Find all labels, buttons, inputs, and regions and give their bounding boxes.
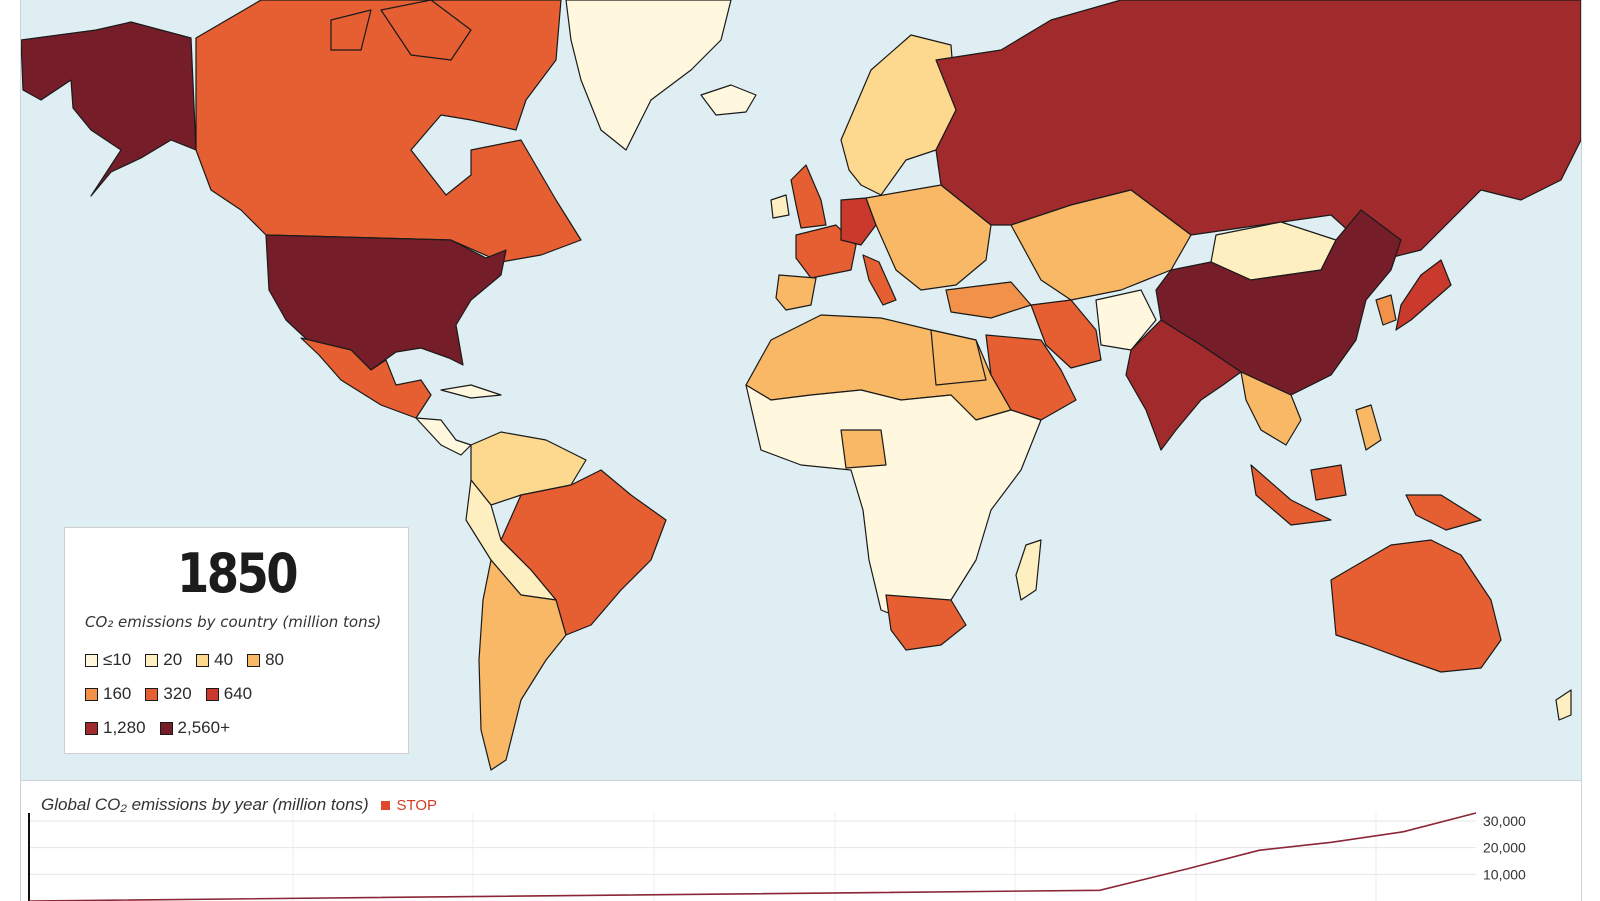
stop-label: STOP xyxy=(396,797,438,814)
legend-swatch xyxy=(85,687,98,701)
legend-item-640: 640 xyxy=(205,684,253,704)
chart-title: Global CO₂ emissions by year (million to… xyxy=(41,795,369,814)
legend-label: 2,560+ xyxy=(177,718,231,737)
region-south-central-asia[interactable] xyxy=(1095,289,1157,351)
legend-item-160: 160 xyxy=(85,684,131,704)
country-madagascar[interactable] xyxy=(1015,539,1042,601)
country-alaska[interactable] xyxy=(21,21,197,197)
chart-header: Global CO₂ emissions by year (million to… xyxy=(41,795,437,815)
legend-item-1280: 1,280 xyxy=(85,718,146,738)
region-new-guinea[interactable] xyxy=(1405,494,1482,531)
legend-swatch xyxy=(205,687,219,701)
legend-swatch xyxy=(247,653,261,667)
y-tick-label: 30,000 xyxy=(1483,813,1526,829)
country-italy[interactable] xyxy=(862,254,897,306)
stop-button[interactable]: STOP xyxy=(381,797,437,814)
legend-swatch xyxy=(159,721,173,735)
country-nigeria[interactable] xyxy=(840,429,887,469)
region-sub-saharan-africa[interactable] xyxy=(745,384,1042,621)
legend-item-320: 320 xyxy=(145,684,192,704)
map-panel: 1850 CO₂ emissions by country (million t… xyxy=(20,0,1582,780)
country-philippines[interactable] xyxy=(1355,404,1382,451)
legend-swatch xyxy=(145,687,159,701)
country-south-africa[interactable] xyxy=(885,594,967,651)
country-new-zealand[interactable] xyxy=(1555,689,1572,721)
legend-label: 40 xyxy=(214,650,234,669)
country-australia[interactable] xyxy=(1330,539,1502,673)
legend-swatch xyxy=(85,653,98,667)
emissions-series-line xyxy=(28,812,1477,901)
country-cuba[interactable] xyxy=(440,384,502,399)
country-turkey[interactable] xyxy=(945,281,1032,319)
country-greenland[interactable] xyxy=(565,0,732,151)
legend-swatch xyxy=(85,721,98,735)
year-display: 1850 xyxy=(177,542,299,605)
legend-label: ≤10 xyxy=(103,650,132,669)
country-germany[interactable] xyxy=(840,197,877,246)
country-uk[interactable] xyxy=(790,164,827,229)
legend-label: 640 xyxy=(223,684,253,703)
legend-item-le10: ≤10 xyxy=(85,650,131,670)
map-legend: 1850 CO₂ emissions by country (million t… xyxy=(64,527,409,754)
legend-item-20: 20 xyxy=(145,650,182,670)
country-canada-islands[interactable] xyxy=(330,0,472,61)
legend-title: CO₂ emissions by country (million tons) xyxy=(85,613,382,631)
global-emissions-chart-panel: 30,000 20,000 10,000 Global CO₂ emissions … xyxy=(20,780,1582,901)
legend-label: 160 xyxy=(103,684,132,703)
legend-label: 320 xyxy=(163,684,192,703)
legend-item-2560: 2,560+ xyxy=(159,718,231,738)
country-indonesia[interactable] xyxy=(1250,464,1347,526)
country-india[interactable] xyxy=(1125,319,1242,451)
legend-item-40: 40 xyxy=(196,650,233,670)
country-iceland[interactable] xyxy=(700,84,757,116)
region-southeast-asia[interactable] xyxy=(1240,371,1302,446)
country-mexico[interactable] xyxy=(300,337,432,419)
legend-swatch xyxy=(145,653,159,667)
legend-label: 1,280 xyxy=(103,718,146,737)
region-southern-cone[interactable] xyxy=(478,559,567,771)
y-tick-label: 20,000 xyxy=(1483,840,1526,856)
legend-label: 20 xyxy=(163,650,183,669)
legend-item-80: 80 xyxy=(247,650,284,670)
country-spain[interactable] xyxy=(775,274,817,311)
country-japan[interactable] xyxy=(1395,259,1452,331)
country-canada[interactable] xyxy=(195,0,582,263)
y-tick-label: 10,000 xyxy=(1483,866,1526,882)
legend-items: ≤10 20 40 80 160 xyxy=(85,643,405,745)
global-emissions-chart: 30,000 20,000 10,000 xyxy=(28,812,1526,901)
legend-label: 80 xyxy=(265,650,285,669)
country-egypt[interactable] xyxy=(930,329,987,386)
stop-icon xyxy=(381,801,391,810)
country-iran[interactable] xyxy=(1030,299,1102,369)
country-korea[interactable] xyxy=(1375,294,1397,326)
country-ireland[interactable] xyxy=(770,194,790,219)
legend-swatch xyxy=(196,653,210,667)
